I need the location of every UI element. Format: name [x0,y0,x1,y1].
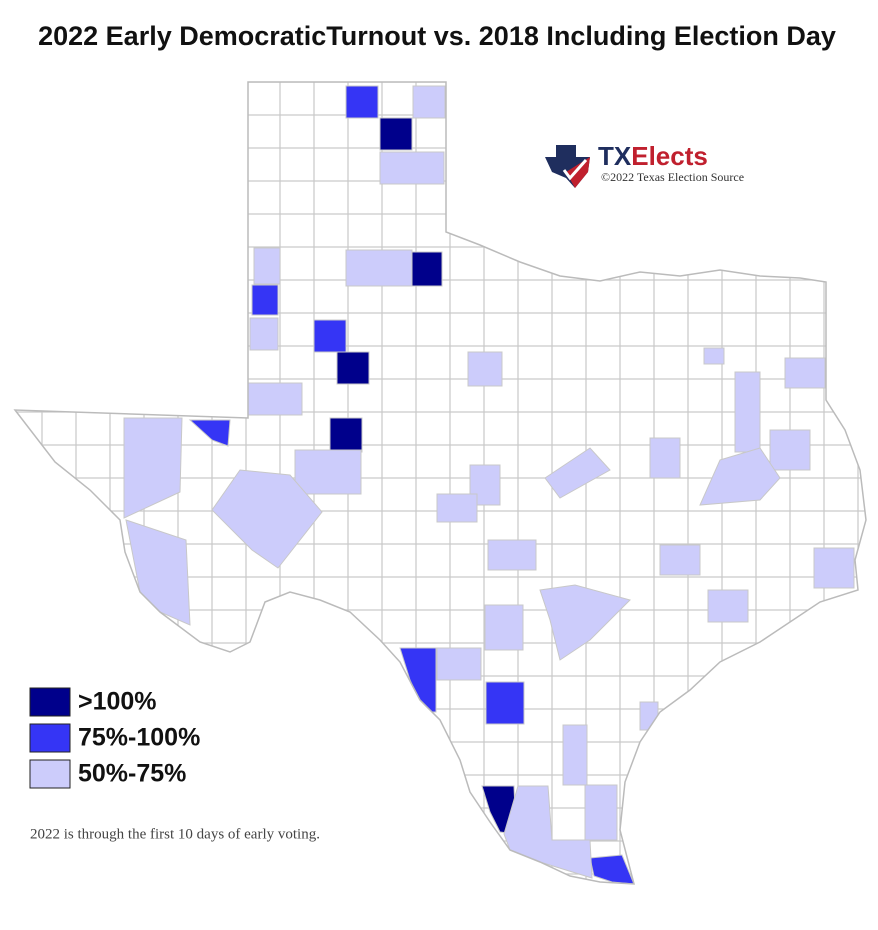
shaded-county [707,589,749,623]
shaded-county [562,724,588,786]
shaded-county [485,681,525,725]
shaded-county [412,85,446,119]
title: 2022 Early DemocraticTurnout vs. 2018 In… [38,21,836,51]
shaded-county [249,317,279,351]
shaded-county [639,701,659,731]
shaded-county [329,417,363,453]
shaded-county [467,351,503,387]
shaded-county [253,247,281,285]
shaded-county [246,382,303,416]
shaded-county [699,447,781,506]
shaded-county [703,347,725,365]
shaded-county [734,371,761,453]
legend-label: 50%-75% [78,760,186,788]
shaded-county [659,544,701,576]
legend-swatch [29,723,71,753]
shaded-county [345,85,379,119]
legend-swatch [29,687,71,717]
shaded-county [336,351,370,385]
shaded-county [436,647,482,681]
shaded-county [379,151,445,185]
logo-credit: ©2022 Texas Election Source [601,170,744,184]
shaded-county [294,449,362,495]
legend-label: 75%-100% [78,724,200,752]
shaded-county [125,519,191,626]
shaded-county [436,493,478,523]
legend-swatch [29,759,71,789]
logo: TXElects ©2022 Texas Election Source [545,141,744,188]
shaded-county [411,251,443,287]
shaded-county [123,417,183,519]
shaded-county [211,469,323,569]
shaded-county [784,357,826,389]
note: 2022 is through the first 10 days of ear… [30,826,320,842]
shaded-county [469,464,501,506]
shaded-county [539,584,631,661]
shaded-county [345,249,413,287]
shaded-county [313,319,347,353]
logo-name: TXElects [598,141,708,171]
legend: >100% 75%-100% 50%-75% [29,687,200,789]
legend-label: >100% [78,688,157,716]
shaded-county [503,785,593,879]
shaded-county [769,429,811,471]
shaded-county [584,784,618,841]
shaded-county [379,117,413,151]
shaded-county [484,604,524,651]
shaded-county [544,447,611,499]
shaded-county [487,539,537,571]
logo-elects: Elects [631,141,708,171]
shaded-county [649,437,681,479]
shaded-county [399,647,437,713]
shaded-county [813,547,855,589]
shaded-county [188,419,231,447]
shaded-county [251,284,279,316]
logo-tx: TX [598,141,632,171]
